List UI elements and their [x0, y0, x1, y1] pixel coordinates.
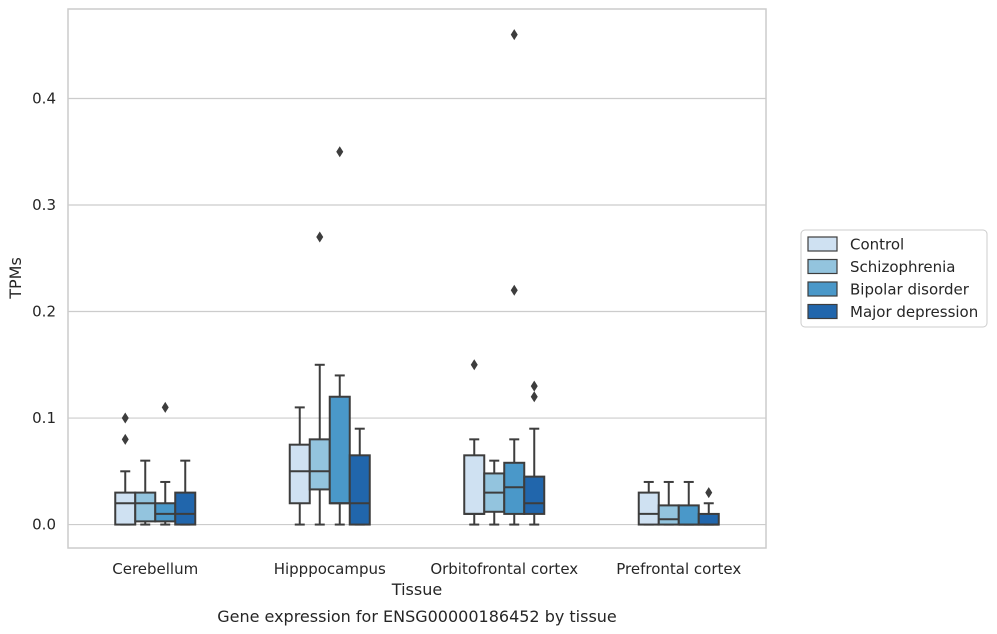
- box-iqr: [134, 491, 157, 523]
- box-iqr: [174, 491, 197, 526]
- box-iqr: [308, 438, 331, 491]
- outlier-point: [121, 412, 129, 424]
- box-major-depression: [697, 487, 720, 526]
- box-iqr: [114, 491, 137, 526]
- box-schizophrenia: [308, 231, 331, 526]
- legend-swatch: [807, 258, 838, 275]
- box-major-depression: [523, 380, 546, 526]
- x-tick-label: Cerebellum: [112, 560, 198, 578]
- box-iqr: [463, 454, 486, 515]
- box-iqr: [154, 502, 177, 523]
- legend-label: Control: [850, 236, 904, 254]
- box-iqr: [697, 512, 720, 526]
- box-major-depression: [348, 427, 371, 526]
- boxes: [114, 29, 720, 526]
- box-bipolar-disorder: [677, 480, 700, 526]
- legend-swatch: [807, 281, 838, 297]
- outlier-point: [510, 29, 518, 41]
- legend-items: Control Schizophrenia Bipolar disorder Majo…: [807, 236, 978, 321]
- x-tick-label: Prefrontal cortex: [616, 560, 741, 578]
- outlier-point: [336, 146, 344, 158]
- x-axis-title: Tissue: [391, 580, 442, 599]
- outlier-point: [470, 359, 478, 371]
- legend-swatch: [807, 303, 838, 320]
- box-iqr: [288, 443, 311, 505]
- x-tick-label: Orbitofrontal cortex: [430, 560, 578, 578]
- legend-frame: [800, 229, 988, 328]
- box-iqr: [523, 475, 546, 515]
- box-iqr: [503, 461, 526, 515]
- y-tick-labels: 0.0 0.1 0.2 0.3 0.4: [32, 89, 56, 533]
- box-control: [114, 412, 137, 526]
- box-iqr: [637, 491, 660, 526]
- legend-swatch: [807, 236, 838, 252]
- box-major-depression: [174, 459, 197, 526]
- x-tick-labels: Cerebellum Hipppocampus Orbitofrontal cort…: [112, 560, 741, 578]
- box-bipolar-disorder: [503, 29, 526, 526]
- box-bipolar-disorder: [328, 146, 351, 526]
- box-iqr: [348, 454, 371, 526]
- outlier-point: [161, 401, 169, 413]
- box-control: [288, 406, 311, 526]
- x-tick-label: Hipppocampus: [274, 560, 386, 578]
- y-axis-title: TPMs: [6, 257, 25, 300]
- outlier-point: [316, 231, 324, 243]
- figure-caption: Gene expression for ENSG00000186452 by t…: [217, 607, 617, 626]
- plot-frame: [67, 8, 767, 549]
- box-iqr: [328, 395, 351, 505]
- outlier-point: [121, 433, 129, 445]
- box-control: [463, 359, 486, 526]
- legend: Control Schizophrenia Bipolar disorder Majo…: [800, 229, 988, 328]
- box-schizophrenia: [657, 480, 680, 526]
- legend-label: Schizophrenia: [850, 258, 955, 276]
- legend-label: Bipolar disorder: [850, 281, 970, 299]
- y-tick-label: 0.0: [32, 516, 56, 534]
- outlier-point: [530, 380, 538, 392]
- y-tick-label: 0.4: [32, 89, 56, 107]
- legend-label: Major depression: [850, 303, 978, 321]
- box-iqr: [677, 504, 700, 526]
- outlier-point: [705, 487, 713, 499]
- box-control: [637, 480, 660, 526]
- y-tick-label: 0.2: [32, 303, 56, 321]
- outlier-point: [530, 391, 538, 403]
- y-tick-label: 0.1: [32, 409, 56, 427]
- box-iqr: [657, 504, 680, 526]
- y-tick-label: 0.3: [32, 196, 56, 214]
- outlier-point: [510, 284, 518, 296]
